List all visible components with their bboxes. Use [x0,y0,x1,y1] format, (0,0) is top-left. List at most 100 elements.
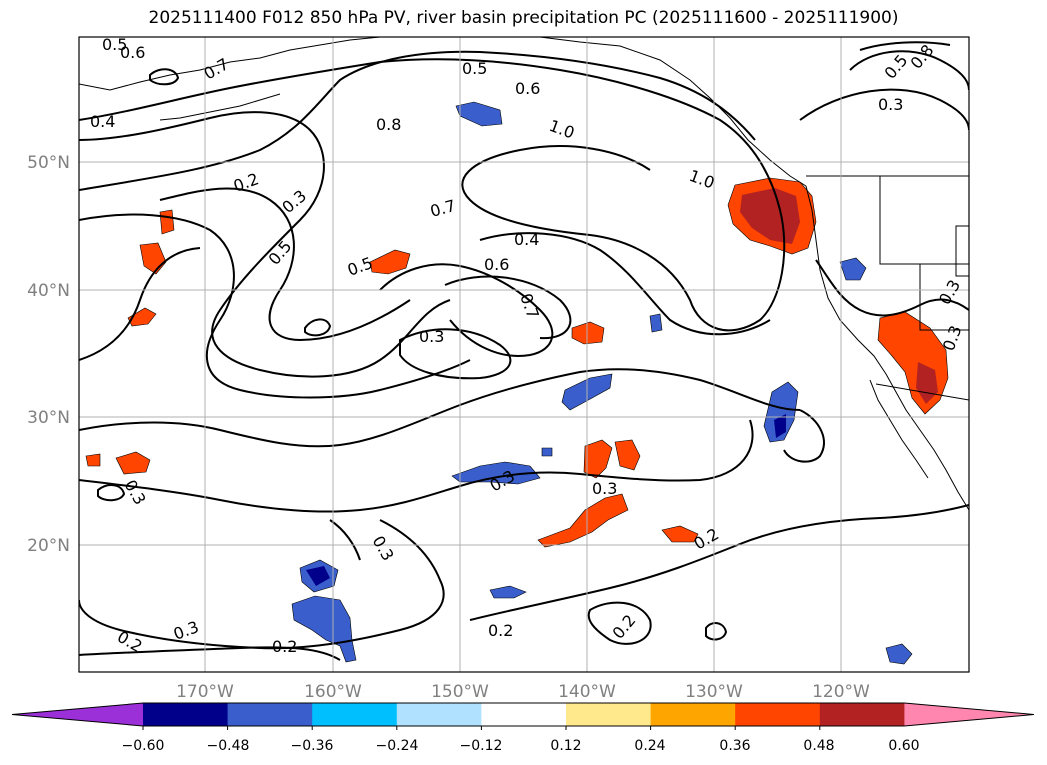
map-background [79,37,969,672]
contour-label: 0.3 [592,479,617,498]
precip-area-central-5 [661,525,699,543]
contour-label: 0.3 [878,95,903,114]
colorbar-extend-high [904,703,1034,726]
contour-line [469,504,969,621]
precip-area-neg-5 [291,595,357,663]
colorbar-extend-low [12,703,143,726]
colorbar-tick-label: 0.12 [550,738,581,754]
lon-label-170w: 170°W [176,682,234,702]
lat-label-40n: 40°N [27,281,70,301]
precip-area-neg-2 [763,381,799,443]
contour-label: 0.8 [376,115,401,134]
lat-label-30n: 30°N [27,408,70,428]
border-us-mexico [875,383,969,401]
figure-title: 2025111400 F012 850 hPa PV, river basin … [148,8,899,28]
colorbar-bin [396,703,482,726]
contour-line [79,50,756,191]
coastline-aleutians [159,93,281,121]
precip-area-neg-10 [541,447,553,457]
colorbar-bin [735,703,821,726]
contour-label: 0.5 [462,59,487,78]
contour-line [859,41,951,51]
negative-precip-areas [291,101,913,665]
colorbar-tick-label: −0.24 [376,738,419,754]
colorbar-bin [143,703,229,726]
contour-label: 0.5 [102,35,127,54]
contour-line [79,519,445,650]
precip-area-west-6 [85,453,101,467]
contour-line [79,646,341,661]
precip-area-neg-3 [451,461,541,485]
precip-area-central-4 [571,321,605,345]
coastline-baja [869,379,929,479]
border-state-lines [879,176,969,331]
coastline-west-coast [805,185,969,511]
positive-precip-areas [85,177,949,548]
coastline-alaska [79,37,381,91]
colorbar-tick-label: −0.36 [291,738,334,754]
colorbar-bins [11,702,1035,730]
precip-area-west-3 [159,209,175,235]
contour-label: 0.2 [488,621,513,640]
colorbar-bin [819,703,905,726]
precip-area-west-5 [115,451,151,475]
contour-label: 0.6 [120,43,145,62]
coastline [79,37,969,511]
precip-area-neg-4-core [306,566,330,586]
colorbar-bin [312,703,398,726]
map-frame [78,36,970,673]
colorbar-tick-label: −0.60 [122,738,165,754]
precip-area-neg-8 [489,585,527,599]
precip-area-central-2 [614,439,641,471]
contour-line [79,58,786,332]
map-panel: 0.5 0.6 0.7 0.4 0.8 0.5 0.6 1.0 1.0 0.2 … [78,35,970,673]
colorbar-tick-label: 0.36 [719,738,750,754]
coastline-gulf-alaska [539,37,807,187]
contour-label: 0.6 [484,255,509,274]
lon-label-140w: 140°W [558,682,616,702]
contour-line [79,111,451,378]
contour-line [149,68,180,86]
precip-area-west-1 [369,249,411,275]
colorbar-tick-label: −0.48 [207,738,250,754]
contour-line [849,50,969,91]
precip-area-neg-9 [649,313,663,333]
contour-line [705,622,728,641]
contour-label: 0.3 [419,327,444,346]
colorbar-bin [566,703,652,726]
contour-line [304,318,332,337]
precip-area-central-3 [537,493,629,548]
contour-line [79,247,201,361]
precip-area-central-1 [583,439,613,479]
precip-area-neg-2-core [774,414,786,438]
contour-line [783,409,825,463]
contour-line [79,213,471,399]
contour-label: 0.4 [514,230,539,249]
contour-line [815,259,969,317]
lat-axis-labels: 50°N 40°N 30°N 20°N [27,153,70,556]
contour-line [587,601,652,645]
colorbar-tick-label: 0.48 [803,738,834,754]
contour-line [379,263,554,357]
lon-label-160w: 160°W [304,682,362,702]
contour-line [479,232,771,336]
contour-line [799,88,969,131]
lat-label-50n: 50°N [27,153,70,173]
lon-label-120w: 120°W [812,682,870,702]
lat-label-20n: 20°N [27,536,70,556]
colorbar-tick-label: −0.12 [460,738,503,754]
colorbar-tick-label: 0.60 [888,738,919,754]
colorbar-tick-label: 0.24 [634,738,665,754]
colorbar-bin [227,703,313,726]
precip-area-neg-6 [839,257,867,281]
precip-area-pnw-core [740,188,800,244]
graticule [79,37,969,672]
colorbar-tick-labels: −0.60 −0.48 −0.36 −0.24 −0.12 0.12 0.24 … [122,738,920,754]
colorbar-bin [650,703,736,726]
borders [806,175,969,401]
precip-area-west-4 [127,307,157,327]
contour-line [444,275,572,340]
lon-label-130w: 130°W [685,682,743,702]
colorbar-bin [481,703,567,726]
